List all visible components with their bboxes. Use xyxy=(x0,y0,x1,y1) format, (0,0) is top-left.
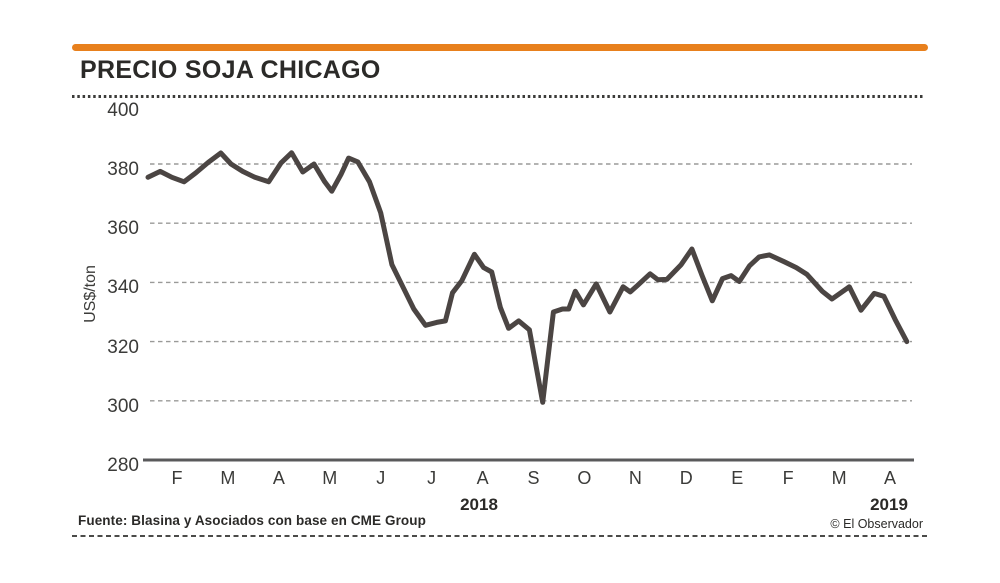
x-tick-label-12-F: F xyxy=(782,468,794,488)
credit-note: © El Observador xyxy=(830,517,923,531)
price-series-line xyxy=(145,150,910,405)
y-tick-label-320: 320 xyxy=(107,336,139,358)
y-tick-label-280: 280 xyxy=(107,455,139,476)
x-tick-label-10-D: D xyxy=(679,468,693,488)
x-tick-label-14-A: A xyxy=(884,468,897,488)
x-tick-label-6-A: A xyxy=(476,468,489,488)
y-tick-label-400: 400 xyxy=(107,99,139,121)
x-tick-label-1-M: M xyxy=(220,468,236,488)
source-note: Fuente: Blasina y Asociados con base en … xyxy=(78,513,426,528)
x-tick-label-7-S: S xyxy=(527,468,540,488)
year-label-2018: 2018 xyxy=(460,495,498,514)
y-tick-label-380: 380 xyxy=(107,159,139,180)
x-tick-label-9-N: N xyxy=(628,468,642,488)
x-tick-label-3-M: M xyxy=(322,468,338,488)
y-tick-label-300: 300 xyxy=(107,395,139,417)
x-tick-label-2-A: A xyxy=(272,468,285,488)
chart-title: PRECIO SOJA CHICAGO xyxy=(80,56,381,84)
x-tick-label-5-J: J xyxy=(427,468,437,488)
y-tick-label-360: 360 xyxy=(107,218,139,240)
x-tick-label-4-J: J xyxy=(376,468,386,488)
x-tick-label-8-O: O xyxy=(577,468,592,488)
y-tick-label-340: 340 xyxy=(107,277,139,299)
x-tick-label-13-M: M xyxy=(831,468,847,488)
x-tick-label-11-E: E xyxy=(731,468,744,488)
year-label-2019: 2019 xyxy=(870,495,908,514)
accent-bar xyxy=(72,44,928,51)
x-tick-label-0-F: F xyxy=(171,468,183,488)
